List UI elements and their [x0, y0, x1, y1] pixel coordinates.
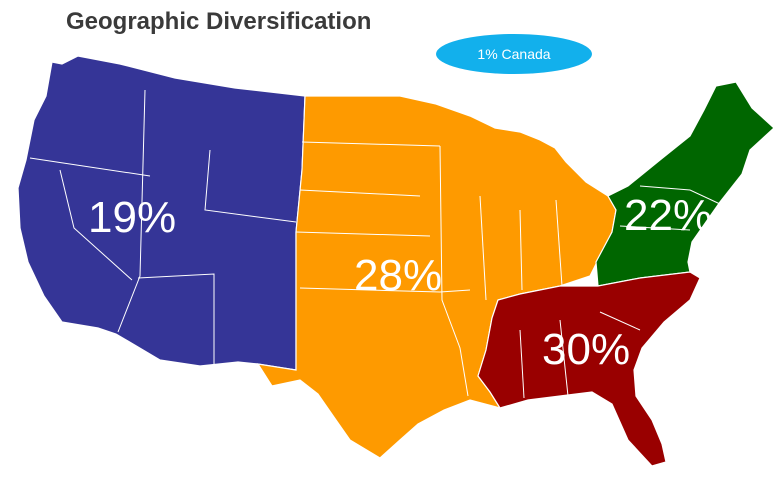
region-northeast [595, 81, 775, 287]
southeast-percent-label: 30% [542, 325, 630, 374]
state-borders [29, 89, 721, 399]
central-percent-label: 28% [354, 251, 442, 300]
region-west [17, 55, 306, 371]
northeast-percent-label: 22% [624, 191, 712, 240]
west-percent-label: 19% [88, 193, 176, 242]
canada-badge: 1% Canada [436, 34, 592, 74]
region-southeast [477, 271, 701, 467]
page-title: Geographic Diversification [66, 8, 372, 35]
